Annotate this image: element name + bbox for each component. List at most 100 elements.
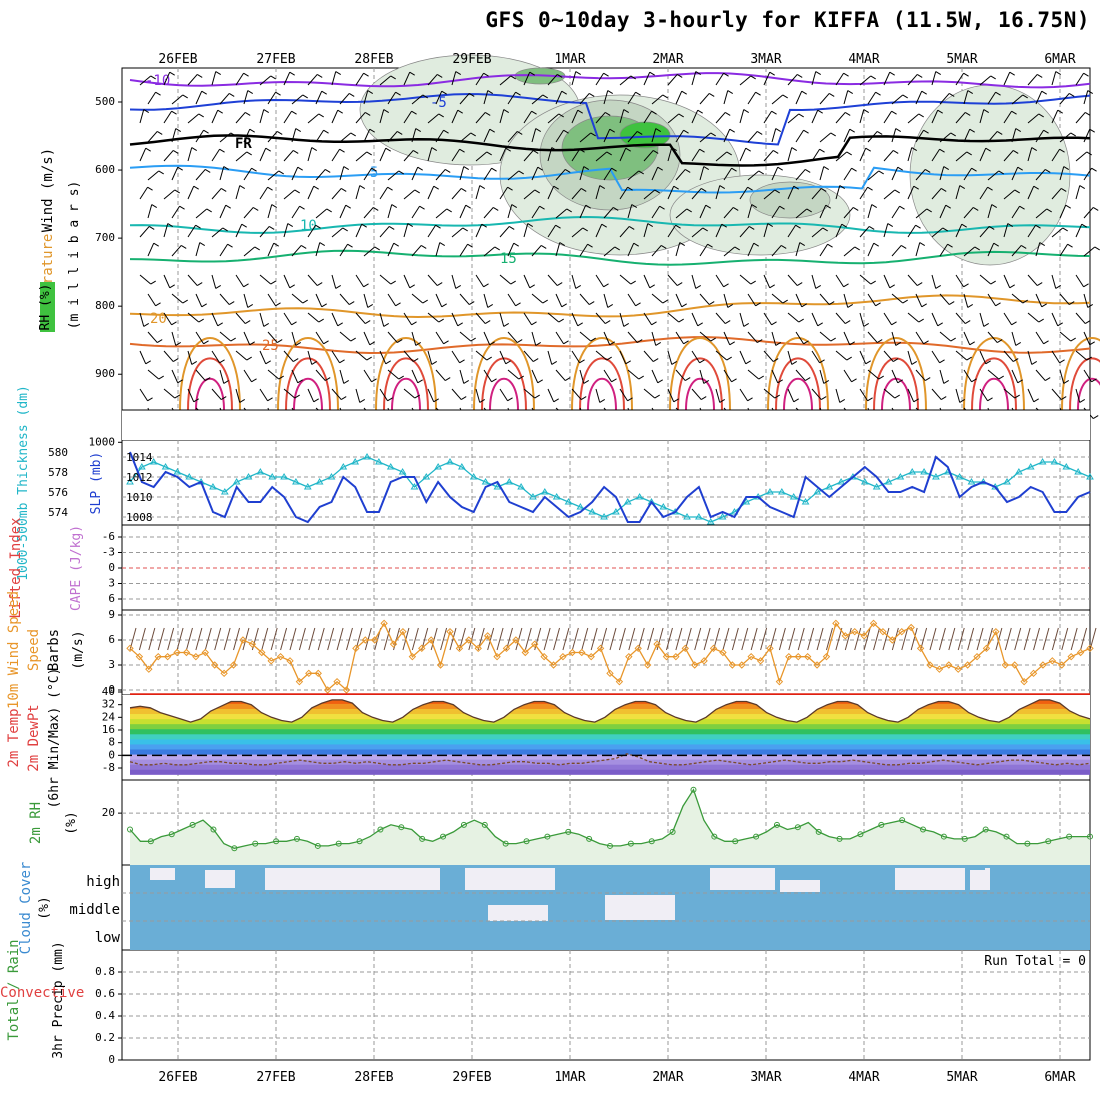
wind-barb xyxy=(811,110,819,124)
wind-barb-flag xyxy=(244,112,251,116)
wind10-point xyxy=(794,652,802,661)
thickness-point xyxy=(292,478,300,485)
cloud-clear-area xyxy=(150,868,175,880)
wind-barb-flag xyxy=(457,109,463,114)
wind-barb-flag xyxy=(1017,379,1023,384)
wind10-barb xyxy=(731,627,739,651)
wind-barb xyxy=(595,224,603,238)
lifted-tick-label: 6 xyxy=(108,592,115,605)
wind-barb xyxy=(595,112,606,124)
wind-barb xyxy=(763,110,772,124)
wind-barb xyxy=(459,166,465,181)
wind-barb xyxy=(531,167,539,181)
wind-barb-flag xyxy=(537,166,543,171)
wind-barb-flag xyxy=(294,394,300,399)
wind10-barb xyxy=(562,627,570,651)
wind-barb xyxy=(523,189,536,200)
wind10-point xyxy=(276,652,285,661)
wind-barb xyxy=(667,388,675,402)
wind10-point xyxy=(756,657,765,665)
wind-barb xyxy=(675,331,684,345)
wind-barb xyxy=(739,148,747,162)
wind-barb xyxy=(1027,147,1033,162)
day-label-bottom: 4MAR xyxy=(848,1070,879,1085)
wind10-point xyxy=(521,648,530,657)
wind-barb-flag xyxy=(891,321,897,326)
wind-barb xyxy=(435,293,443,307)
thickness-point xyxy=(303,483,312,490)
wind-barb-flag xyxy=(511,204,518,208)
wind-barb xyxy=(315,369,326,381)
wind10-barb xyxy=(854,627,862,651)
wind-barb xyxy=(163,223,169,238)
wind-barb-flag xyxy=(852,207,859,211)
wind-barb xyxy=(1059,132,1072,143)
wind-barb xyxy=(955,224,963,238)
wind-barb xyxy=(451,312,459,326)
wind-barb xyxy=(291,245,302,257)
wind-barb xyxy=(1051,350,1060,364)
wind-barb xyxy=(403,274,411,288)
wind-barb-flag xyxy=(707,243,713,248)
wind-barb-flag xyxy=(558,113,564,118)
wind10-barb xyxy=(957,627,965,651)
wind-barb xyxy=(379,75,392,86)
wind-barb xyxy=(427,224,436,238)
wind-barb xyxy=(403,150,414,162)
wind-barb-flag xyxy=(1041,90,1047,95)
wind-barb xyxy=(483,246,496,257)
wind-barb-flag xyxy=(1033,185,1039,190)
wind-barb xyxy=(691,148,700,162)
wind-barb xyxy=(739,312,745,327)
wind-barb xyxy=(771,331,777,346)
wind-barb-flag xyxy=(915,224,921,229)
wind10-point xyxy=(728,661,737,669)
wind10-point xyxy=(850,627,859,636)
wind-barb xyxy=(859,75,872,86)
isotherm-label: -10 xyxy=(145,73,170,89)
wind-barb xyxy=(195,293,203,307)
wind10-barb xyxy=(138,627,146,651)
wind-barb xyxy=(1027,312,1040,323)
wind-barb-flag xyxy=(895,342,902,346)
wind-barb-flag xyxy=(172,358,179,362)
wind-barb xyxy=(931,350,940,364)
wind-barb xyxy=(723,207,734,219)
temp-minmax-label: (6hr Min/Max) (°C) xyxy=(47,668,62,809)
panel-wind xyxy=(121,609,1091,696)
wind-barb-flag xyxy=(191,147,198,151)
wind-barb xyxy=(747,204,753,219)
wind-barb xyxy=(451,188,462,200)
wind-barb-flag xyxy=(393,242,399,247)
wind-barb-flag xyxy=(804,377,811,381)
wind10-point xyxy=(738,661,746,669)
wind-barb xyxy=(1051,227,1064,238)
wind-barb-flag xyxy=(385,147,391,152)
wind10-barb xyxy=(760,627,768,651)
wind-barb-flag xyxy=(143,323,150,327)
wind-barb-flag xyxy=(611,167,617,172)
wind-barb-flag xyxy=(446,208,452,213)
wind-barb-flag xyxy=(1055,71,1062,75)
wind-barb-flag xyxy=(923,129,929,134)
wind-barb-flag xyxy=(747,397,753,402)
wind-barb-flag xyxy=(697,109,703,114)
wind-barb-flag xyxy=(1083,72,1089,77)
wind-barb xyxy=(699,132,712,143)
wind10-barb xyxy=(1061,627,1069,651)
thickness-point xyxy=(837,478,845,485)
wind-barb xyxy=(867,331,878,343)
wind-barb xyxy=(523,150,534,162)
wind-barb-flag xyxy=(897,379,903,384)
wind-barb xyxy=(331,227,344,238)
wind-barb-flag xyxy=(150,75,156,80)
wind-barb xyxy=(315,331,324,345)
wind-barb-flag xyxy=(481,223,487,228)
wind-barb-flag xyxy=(201,303,207,308)
wind10-barb xyxy=(825,627,833,651)
wind-barb xyxy=(579,369,585,384)
rh2m-point xyxy=(982,826,989,833)
wind-barb-flag xyxy=(603,72,609,77)
wind-barb xyxy=(435,91,443,105)
wind10-barb xyxy=(863,627,871,651)
